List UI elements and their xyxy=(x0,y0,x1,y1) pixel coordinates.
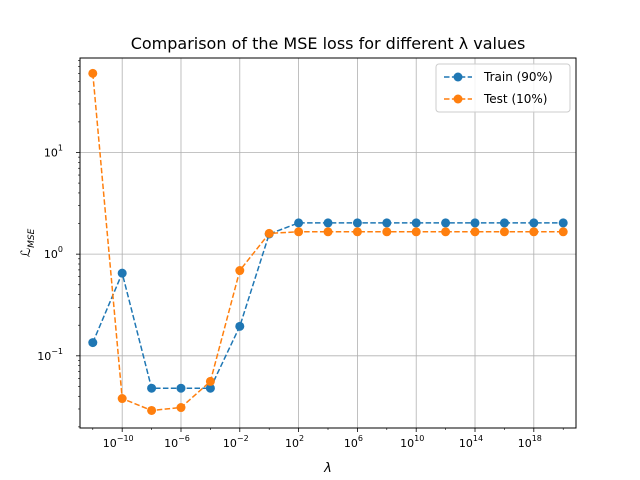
y-tick-label: 10−1 xyxy=(37,347,63,363)
x-tick-exponent: −2 xyxy=(237,434,249,443)
data-point xyxy=(382,218,392,228)
data-point xyxy=(411,227,421,237)
x-tick-exponent: 2 xyxy=(299,434,304,443)
data-point xyxy=(88,68,98,78)
data-point xyxy=(499,227,509,237)
x-axis-label: λ xyxy=(323,461,332,476)
x-tick-label: 106 xyxy=(344,434,363,450)
legend-marker xyxy=(453,72,463,82)
x-tick-base: 10 xyxy=(400,437,414,450)
data-point xyxy=(294,227,304,237)
y-tick-base: 10 xyxy=(44,146,58,159)
data-point xyxy=(88,338,98,348)
legend-label: Test (10%) xyxy=(483,92,547,106)
data-point xyxy=(470,218,480,228)
data-point xyxy=(499,218,509,228)
y-tick-base: 10 xyxy=(44,248,58,261)
data-point xyxy=(558,227,568,237)
data-point xyxy=(411,218,421,228)
legend-marker xyxy=(453,94,463,104)
data-point xyxy=(235,266,245,276)
x-tick-base: 10 xyxy=(518,437,532,450)
data-point xyxy=(470,227,480,237)
x-tick-exponent: −10 xyxy=(117,434,134,443)
data-point xyxy=(441,218,451,228)
x-tick-label: 1018 xyxy=(518,434,542,450)
data-point xyxy=(441,227,451,237)
x-tick-exponent: 10 xyxy=(414,434,424,443)
y-label-main: ℒ xyxy=(19,248,34,257)
legend-label: Train (90%) xyxy=(483,70,553,84)
y-tick-label: 101 xyxy=(44,143,63,159)
x-tick-base: 10 xyxy=(164,437,178,450)
x-tick-base: 10 xyxy=(459,437,473,450)
x-tick-base: 10 xyxy=(223,437,237,450)
x-tick-base: 10 xyxy=(285,437,299,450)
y-tick-exponent: 1 xyxy=(58,143,63,152)
plot-frame xyxy=(79,57,577,429)
x-tick-base: 10 xyxy=(103,437,117,450)
data-point xyxy=(117,394,127,404)
x-tick-exponent: 14 xyxy=(473,434,483,443)
data-point xyxy=(323,218,333,228)
data-point xyxy=(205,383,215,393)
x-tick-label: 10−6 xyxy=(164,434,190,450)
x-tick-label: 10−10 xyxy=(103,434,134,450)
data-point xyxy=(205,376,215,386)
data-point xyxy=(382,227,392,237)
y-label-subscript: MSE xyxy=(27,228,37,247)
grid xyxy=(80,58,576,428)
data-point xyxy=(235,321,245,331)
data-point xyxy=(147,383,157,393)
x-axis-ticks: 10−10 10−6 10−2 102 106 1010 1014 1018 xyxy=(103,428,542,450)
data-point xyxy=(352,227,362,237)
y-tick-exponent: −1 xyxy=(51,347,63,356)
data-point xyxy=(176,403,186,413)
data-point xyxy=(117,268,127,278)
legend-item: Train (90%) xyxy=(444,70,553,84)
x-tick-label: 1014 xyxy=(459,434,483,450)
series-train xyxy=(88,218,568,393)
series-layer xyxy=(88,68,568,415)
x-tick-exponent: −6 xyxy=(178,434,190,443)
data-point xyxy=(176,383,186,393)
y-tick-label: 100 xyxy=(44,245,63,261)
chart-title: Comparison of the MSE loss for different… xyxy=(131,34,526,53)
data-point xyxy=(529,227,539,237)
x-tick-exponent: 18 xyxy=(532,434,542,443)
x-tick-label: 10−2 xyxy=(223,434,249,450)
series-test xyxy=(88,68,568,415)
data-point xyxy=(558,218,568,228)
x-tick-label: 1010 xyxy=(400,434,424,450)
data-point xyxy=(147,405,157,415)
legend: Train (90%) Test (10%) xyxy=(435,63,571,113)
y-axis-label: ℒMSE xyxy=(19,228,37,257)
data-point xyxy=(264,228,274,238)
legend-box xyxy=(435,63,571,113)
y-tick-base: 10 xyxy=(37,350,51,363)
x-tick-base: 10 xyxy=(344,437,358,450)
data-point xyxy=(323,227,333,237)
data-point xyxy=(352,218,362,228)
x-tick-exponent: 6 xyxy=(358,434,363,443)
data-point xyxy=(294,218,304,228)
x-tick-label: 102 xyxy=(285,434,304,450)
legend-item: Test (10%) xyxy=(444,92,547,106)
data-point xyxy=(529,218,539,228)
y-tick-exponent: 0 xyxy=(58,245,63,254)
